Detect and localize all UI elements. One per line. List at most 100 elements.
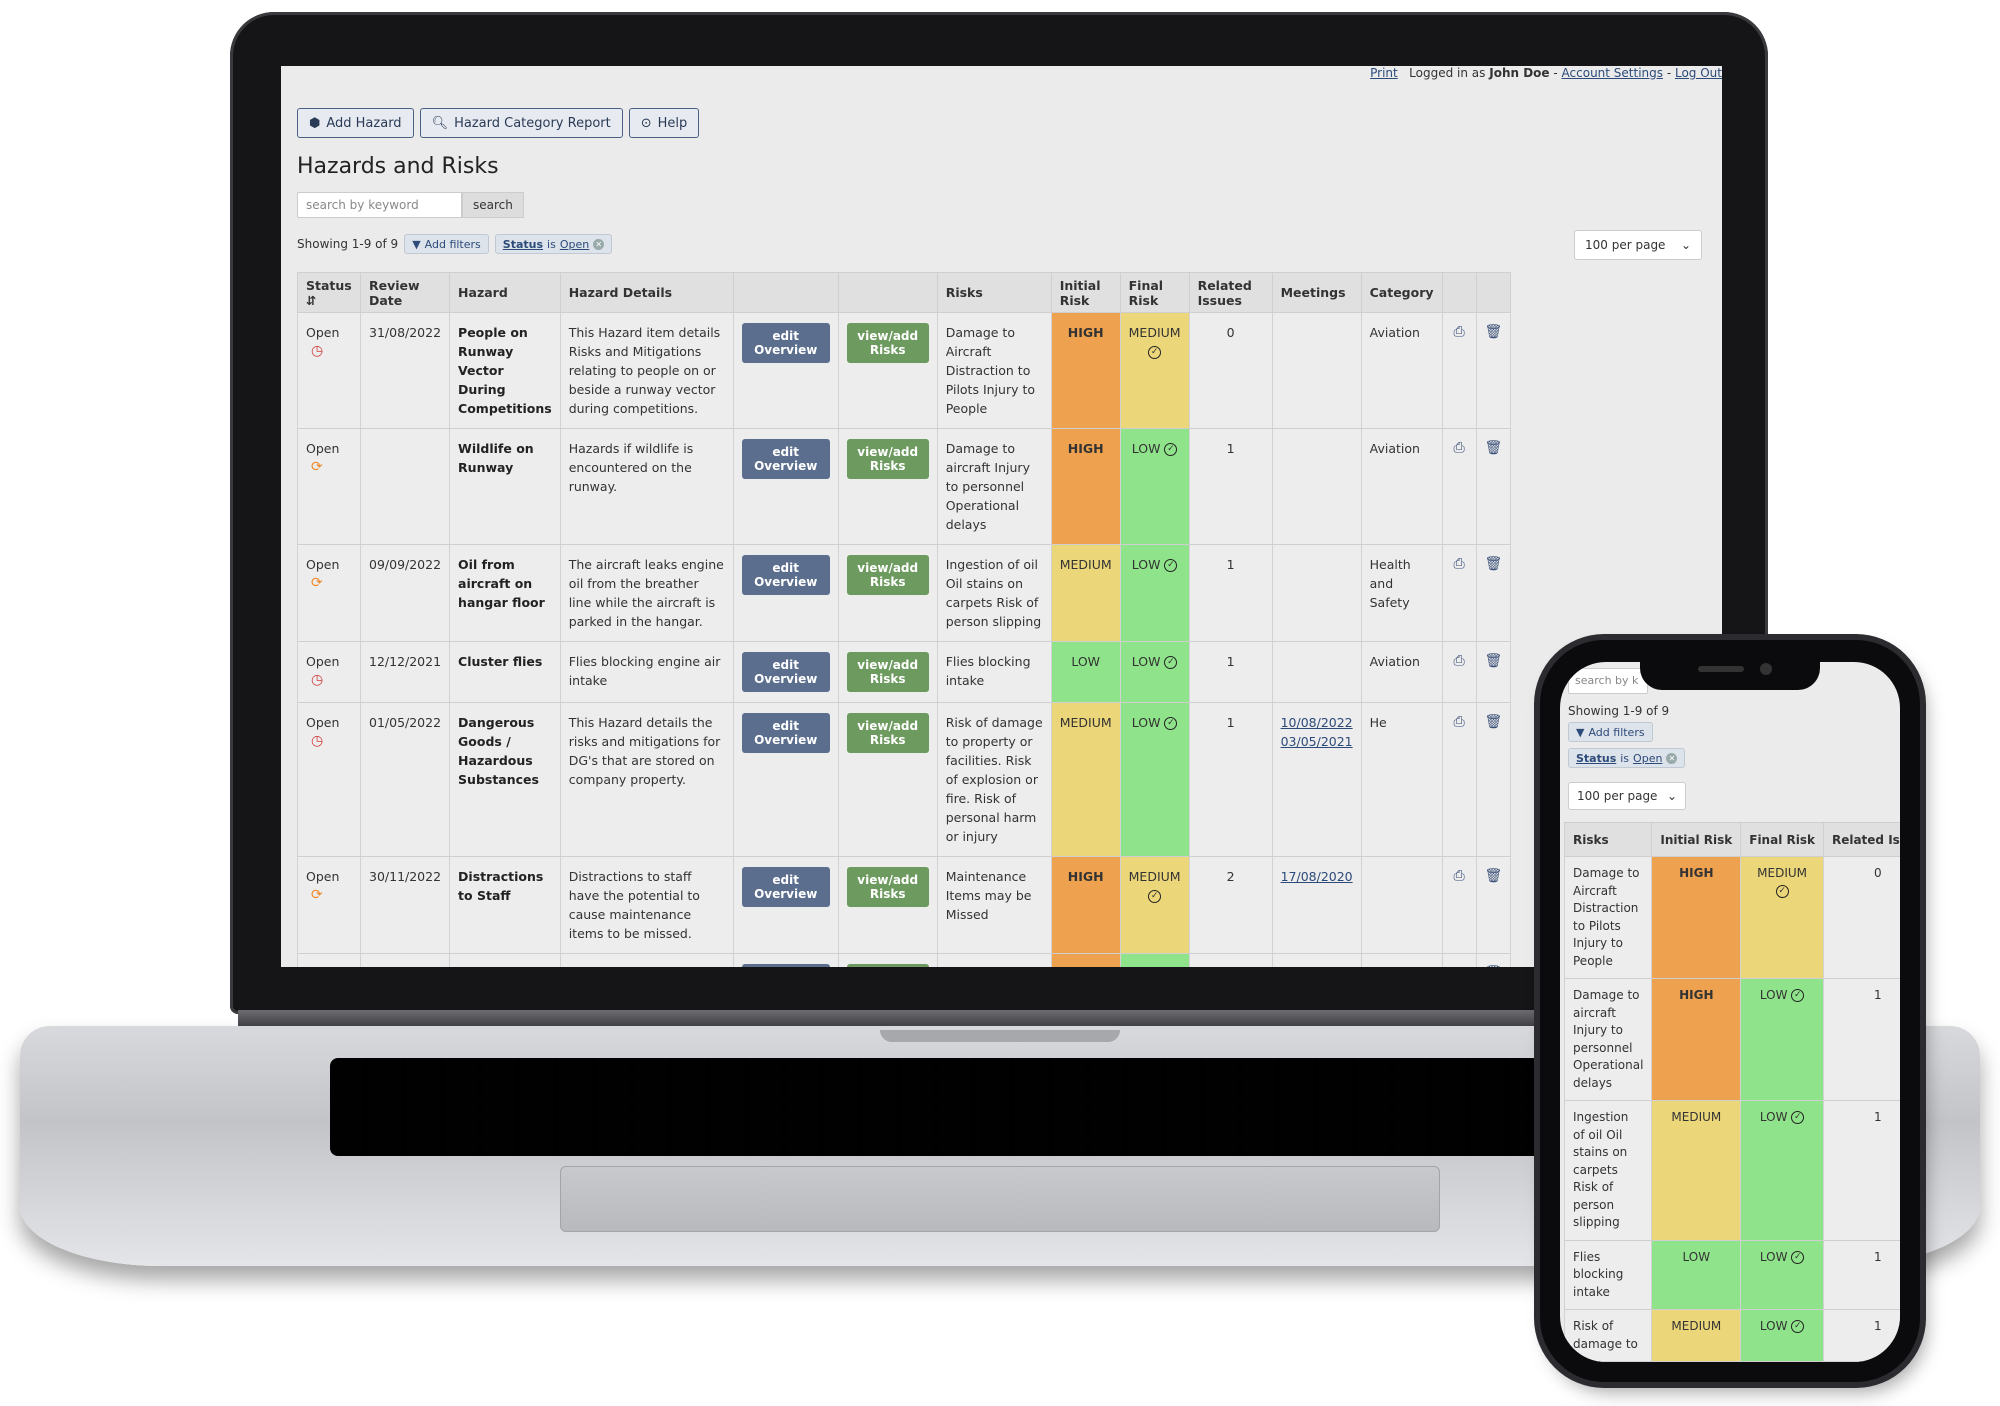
check-circle-icon: ✓ bbox=[1164, 656, 1178, 669]
phone-per-page-select[interactable]: 100 per page ⌄ bbox=[1568, 782, 1686, 810]
print-cell: ⎙ bbox=[1441, 953, 1477, 967]
col-edit bbox=[732, 272, 839, 313]
sort-icon[interactable]: ⇵ bbox=[306, 292, 317, 308]
meeting-link[interactable]: 03/05/2021 bbox=[1280, 734, 1353, 749]
related-issues-cell: 2 bbox=[1188, 856, 1273, 954]
page-title: Hazards and Risks bbox=[297, 154, 499, 179]
table-row: Open ◷ 31/08/2022 People on Runway Vector D… bbox=[297, 312, 1512, 429]
col-category[interactable]: Category bbox=[1360, 272, 1443, 313]
laptop-keyboard bbox=[330, 1058, 1650, 1156]
refresh-icon: ⟳ bbox=[311, 887, 323, 903]
col-hazard[interactable]: Hazard bbox=[449, 272, 561, 313]
phone-results-count: Showing 1-9 of 9 bbox=[1568, 704, 1670, 718]
print-cell: ⎙ bbox=[1441, 428, 1477, 545]
search-input[interactable]: search by keyword bbox=[297, 192, 462, 218]
phone-col-related[interactable]: Related Issue bbox=[1822, 822, 1900, 857]
col-details[interactable]: Hazard Details bbox=[559, 272, 734, 313]
edit-label: edit bbox=[772, 658, 799, 672]
phone-table-row: Damage to aircraft Injury to personnel O… bbox=[1563, 978, 1900, 1101]
close-icon[interactable]: ✕ bbox=[1666, 752, 1678, 764]
view-add-label: view/add bbox=[857, 873, 919, 887]
phone-col-initial[interactable]: Initial Risk bbox=[1651, 822, 1742, 857]
initial-risk-cell: HIGH bbox=[1050, 312, 1121, 429]
print-icon[interactable]: ⎙ bbox=[1453, 868, 1465, 884]
phone-table-row: Flies blocking intake LOW LOW ✓ 1 bbox=[1563, 1240, 1900, 1310]
phone-status-op: is bbox=[1620, 751, 1630, 765]
check-circle-icon: ✓ bbox=[1791, 1250, 1805, 1264]
meeting-link[interactable]: 04/07/2020 bbox=[1281, 966, 1353, 967]
per-page-select[interactable]: 100 per page ⌄ bbox=[1574, 230, 1702, 260]
trash-icon[interactable]: 🗑︎ bbox=[1484, 440, 1503, 456]
status-cell: Open ⟳ bbox=[297, 544, 361, 642]
trash-icon[interactable]: 🗑︎ bbox=[1484, 324, 1503, 340]
col-final-risk[interactable]: Final Risk bbox=[1119, 272, 1190, 313]
print-icon[interactable]: ⎙ bbox=[1453, 556, 1465, 572]
category-cell: Aviation bbox=[1360, 312, 1443, 429]
phone-final-risk-cell: LOW ✓ bbox=[1740, 978, 1824, 1101]
col-meetings[interactable]: Meetings bbox=[1271, 272, 1362, 313]
phone-col-risks[interactable]: Risks bbox=[1563, 822, 1653, 857]
col-related[interactable]: Related Issues bbox=[1188, 272, 1273, 313]
print-icon[interactable]: ⎙ bbox=[1453, 440, 1465, 456]
col-status[interactable]: Status ⇵ bbox=[297, 272, 361, 313]
print-icon[interactable]: ⎙ bbox=[1453, 714, 1465, 730]
trash-icon[interactable]: 🗑︎ bbox=[1484, 556, 1503, 572]
edit-label: edit bbox=[772, 561, 799, 575]
col-initial-risk[interactable]: Initial Risk bbox=[1050, 272, 1121, 313]
print-icon[interactable]: ⎙ bbox=[1453, 965, 1464, 967]
trash-icon[interactable]: 🗑︎ bbox=[1484, 868, 1503, 884]
search-button[interactable]: search bbox=[462, 192, 524, 218]
meeting-link[interactable]: 17/08/2020 bbox=[1280, 869, 1353, 884]
meetings-cell: 10/08/2022 03/05/2021 bbox=[1271, 702, 1362, 857]
close-icon[interactable]: ✕ bbox=[593, 238, 605, 250]
help-button[interactable]: ⊙ Help bbox=[628, 108, 700, 138]
col-review-date[interactable]: Review Date bbox=[359, 272, 451, 313]
phone-col-final[interactable]: Final Risk bbox=[1740, 822, 1824, 857]
filter-bar: Showing 1-9 of 9 ▼ Add filters Status is Op… bbox=[297, 234, 613, 254]
phone-add-filters-button[interactable]: ▼ Add filters bbox=[1568, 722, 1653, 742]
print-cell: ⎙ bbox=[1441, 641, 1477, 703]
print-icon[interactable]: ⎙ bbox=[1453, 653, 1465, 669]
trash-icon[interactable]: 🗑︎ bbox=[1485, 965, 1503, 967]
overview-label: Overview bbox=[754, 459, 818, 473]
phone-per-page-value: 100 per page bbox=[1577, 789, 1658, 803]
account-settings-link[interactable]: Account Settings bbox=[1561, 66, 1664, 80]
trash-icon[interactable]: 🗑︎ bbox=[1484, 714, 1503, 730]
phone-search-input[interactable]: search by k bbox=[1568, 668, 1648, 694]
status-text: Open bbox=[306, 869, 340, 884]
check-circle-icon: ✓ bbox=[1164, 443, 1178, 456]
add-hazard-button[interactable]: ⬢ Add Hazard bbox=[297, 108, 414, 138]
print-link[interactable]: Print bbox=[1370, 66, 1398, 80]
per-page-value: 100 per page bbox=[1585, 238, 1666, 252]
trash-icon[interactable]: 🗑︎ bbox=[1484, 653, 1503, 669]
risks-cell: Damage to Aircraft Distraction to Pilots… bbox=[936, 312, 1052, 429]
col-risks[interactable]: Risks bbox=[936, 272, 1052, 313]
clock-icon: ◷ bbox=[311, 672, 324, 688]
hazard-category-report-button[interactable]: 🔍︎ Hazard Category Report bbox=[419, 108, 623, 138]
add-filters-button[interactable]: ▼ Add filters bbox=[404, 234, 489, 254]
phone-risks-cell: Damage to aircraft Injury to personnel O… bbox=[1563, 978, 1653, 1101]
help-icon: ⊙ bbox=[640, 115, 652, 131]
status-filter-chip[interactable]: Status is Open ✕ bbox=[494, 234, 613, 254]
hazard-name-cell: Wildlife on Runway bbox=[449, 428, 561, 545]
phone-status-filter-chip[interactable]: Status is Open ✕ bbox=[1568, 748, 1686, 768]
print-icon[interactable]: ⎙ bbox=[1453, 324, 1465, 340]
log-out-link[interactable]: Log Out bbox=[1674, 66, 1722, 80]
meeting-link[interactable]: 10/08/2022 bbox=[1280, 715, 1353, 730]
cube-icon: ⬢ bbox=[309, 115, 321, 131]
